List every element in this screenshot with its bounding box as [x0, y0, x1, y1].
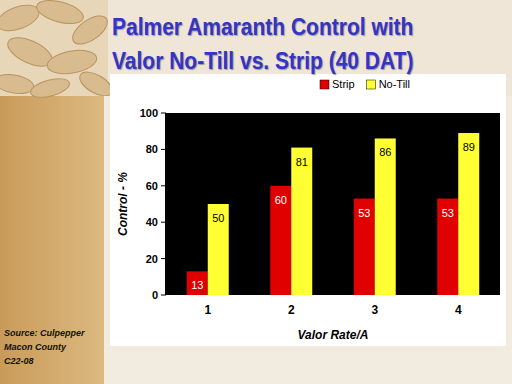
peanut-shape [0, 72, 35, 97]
y-tick-label: 100 [140, 107, 158, 119]
bars [187, 133, 480, 295]
x-axis-title: Valor Rate/A [298, 328, 369, 342]
y-tick-label: 80 [146, 143, 158, 155]
y-tick-label: 20 [146, 253, 158, 265]
y-axis-line [165, 113, 166, 295]
y-tick [161, 258, 166, 259]
legend-label: Strip [332, 78, 355, 90]
bar [270, 186, 291, 295]
data-label: 50 [212, 212, 224, 224]
bar [187, 271, 208, 295]
y-tick [161, 113, 166, 114]
source-note: Source: CulpepperMacon CountyC22-08 [4, 326, 85, 368]
y-tick [161, 185, 166, 186]
chart-background [110, 74, 506, 346]
data-label: 81 [296, 156, 308, 168]
source-line: C22-08 [4, 354, 85, 368]
data-label: 13 [191, 279, 203, 291]
bar [437, 199, 458, 295]
bar [458, 133, 479, 295]
y-tick [161, 295, 166, 296]
legend-swatch [320, 80, 329, 89]
peanut-shape [29, 75, 72, 101]
peanut-shape [34, 0, 86, 28]
slide: {"chart_data": {"type": "bar", "title": … [0, 0, 512, 384]
plot-area [166, 113, 500, 295]
bar [375, 138, 396, 295]
y-tick-label: 60 [146, 180, 158, 192]
legend-label: No-Till [379, 78, 410, 90]
bar [208, 204, 229, 295]
y-tick-label: 40 [146, 216, 158, 228]
bar [291, 148, 312, 295]
bar [354, 199, 375, 295]
y-axis-title: Control - % [116, 172, 130, 236]
x-tick-label: 4 [455, 303, 462, 317]
x-tick-label: 3 [371, 303, 378, 317]
source-line: Macon County [4, 340, 85, 354]
legend-swatch [367, 80, 376, 89]
y-tick-label: 0 [152, 289, 158, 301]
data-label: 53 [442, 207, 454, 219]
data-label: 60 [275, 194, 287, 206]
peanut-shape [68, 10, 112, 49]
y-tick [161, 222, 166, 223]
data-label: 86 [379, 146, 391, 158]
data-label: 53 [358, 207, 370, 219]
title: Palmer Amaranth Control with Valor No-Ti… [112, 10, 413, 77]
data-label: 89 [463, 141, 475, 153]
source-line: Source: Culpepper [4, 326, 85, 340]
x-tick-label: 2 [288, 303, 295, 317]
y-tick [161, 149, 166, 150]
data-labels: 13 60 53 53 50 81 86 89 [191, 141, 475, 291]
peanut-shape [0, 0, 42, 36]
x-tick-label: 1 [204, 303, 211, 317]
